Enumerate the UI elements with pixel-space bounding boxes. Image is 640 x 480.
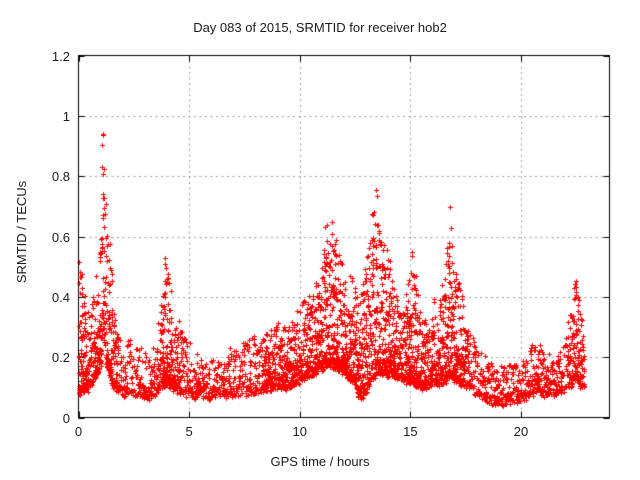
y-tick-label: 0.6 (51, 229, 70, 245)
y-tick-label: 1 (62, 108, 70, 124)
x-tick-label: 0 (74, 424, 83, 439)
y-tick-label: 1.2 (51, 48, 70, 64)
x-tick-label: 15 (403, 424, 418, 439)
x-tick-label: 20 (513, 424, 529, 439)
x-axis-label: GPS time / hours (270, 454, 370, 469)
x-tick-label: 5 (185, 424, 193, 439)
y-tick-label: 0 (62, 410, 70, 426)
chart-title: Day 083 of 2015, SRMTID for receiver hob… (193, 20, 447, 35)
y-tick-label: 0.8 (51, 169, 70, 185)
y-tick-label: 0.2 (51, 350, 70, 366)
x-tick-label: 10 (292, 424, 307, 439)
y-tick-label: 0.4 (51, 289, 70, 305)
